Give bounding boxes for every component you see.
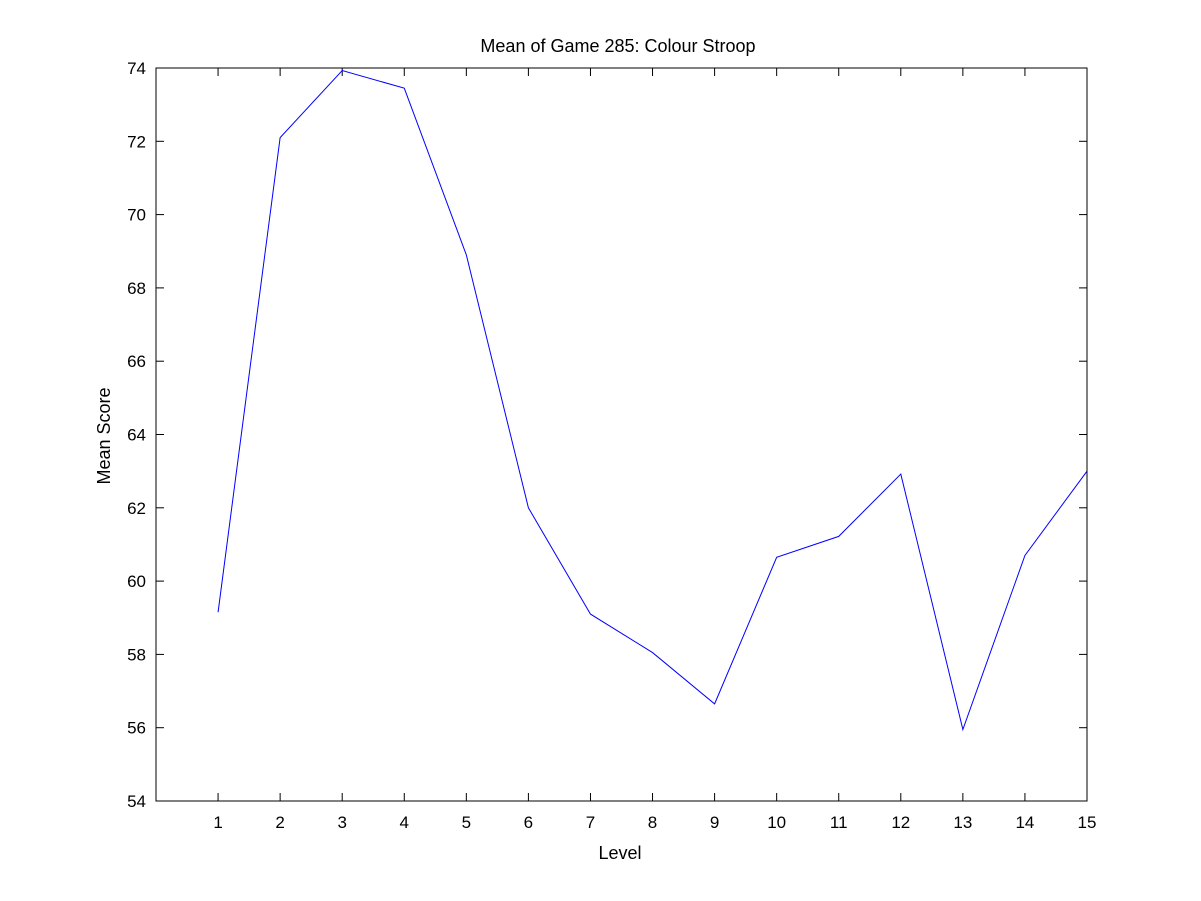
- series-line: [217, 70, 1088, 732]
- y-tick-label: 64: [127, 426, 146, 445]
- y-tick-label: 58: [127, 645, 146, 664]
- series-group: [217, 70, 1088, 732]
- x-tick-label: 10: [767, 813, 786, 832]
- y-tick-label: 62: [127, 499, 146, 518]
- y-axis-label: Mean Score: [94, 387, 114, 484]
- x-tick-label: 11: [830, 813, 848, 832]
- x-tick-label: 2: [275, 813, 284, 832]
- x-tick-label: 8: [648, 813, 657, 832]
- y-tick-label: 60: [127, 572, 146, 591]
- y-tick-label: 66: [127, 352, 146, 371]
- x-tick-label: 13: [953, 813, 972, 832]
- x-tick-label: 4: [400, 813, 409, 832]
- x-tick-label: 1: [213, 813, 222, 832]
- y-tick-label: 72: [127, 132, 146, 151]
- x-tick-label: 7: [586, 813, 595, 832]
- x-tick-label: 5: [462, 813, 471, 832]
- plot-area-frame: [155, 67, 1088, 802]
- chart-title: Mean of Game 285: Colour Stroop: [480, 36, 755, 56]
- y-tick-label: 56: [127, 719, 146, 738]
- x-tick-label: 14: [1015, 813, 1034, 832]
- x-tick-label: 9: [710, 813, 719, 832]
- x-tick-label: 3: [337, 813, 346, 832]
- y-tick-label: 70: [127, 206, 146, 225]
- y-tick-label: 68: [127, 279, 146, 298]
- x-axis-label: Level: [598, 843, 641, 863]
- y-tick-label: 74: [127, 59, 146, 78]
- x-tick-label: 12: [891, 813, 910, 832]
- x-tick-label: 15: [1078, 813, 1097, 832]
- x-tick-label: 6: [524, 813, 533, 832]
- y-tick-label: 54: [127, 792, 146, 811]
